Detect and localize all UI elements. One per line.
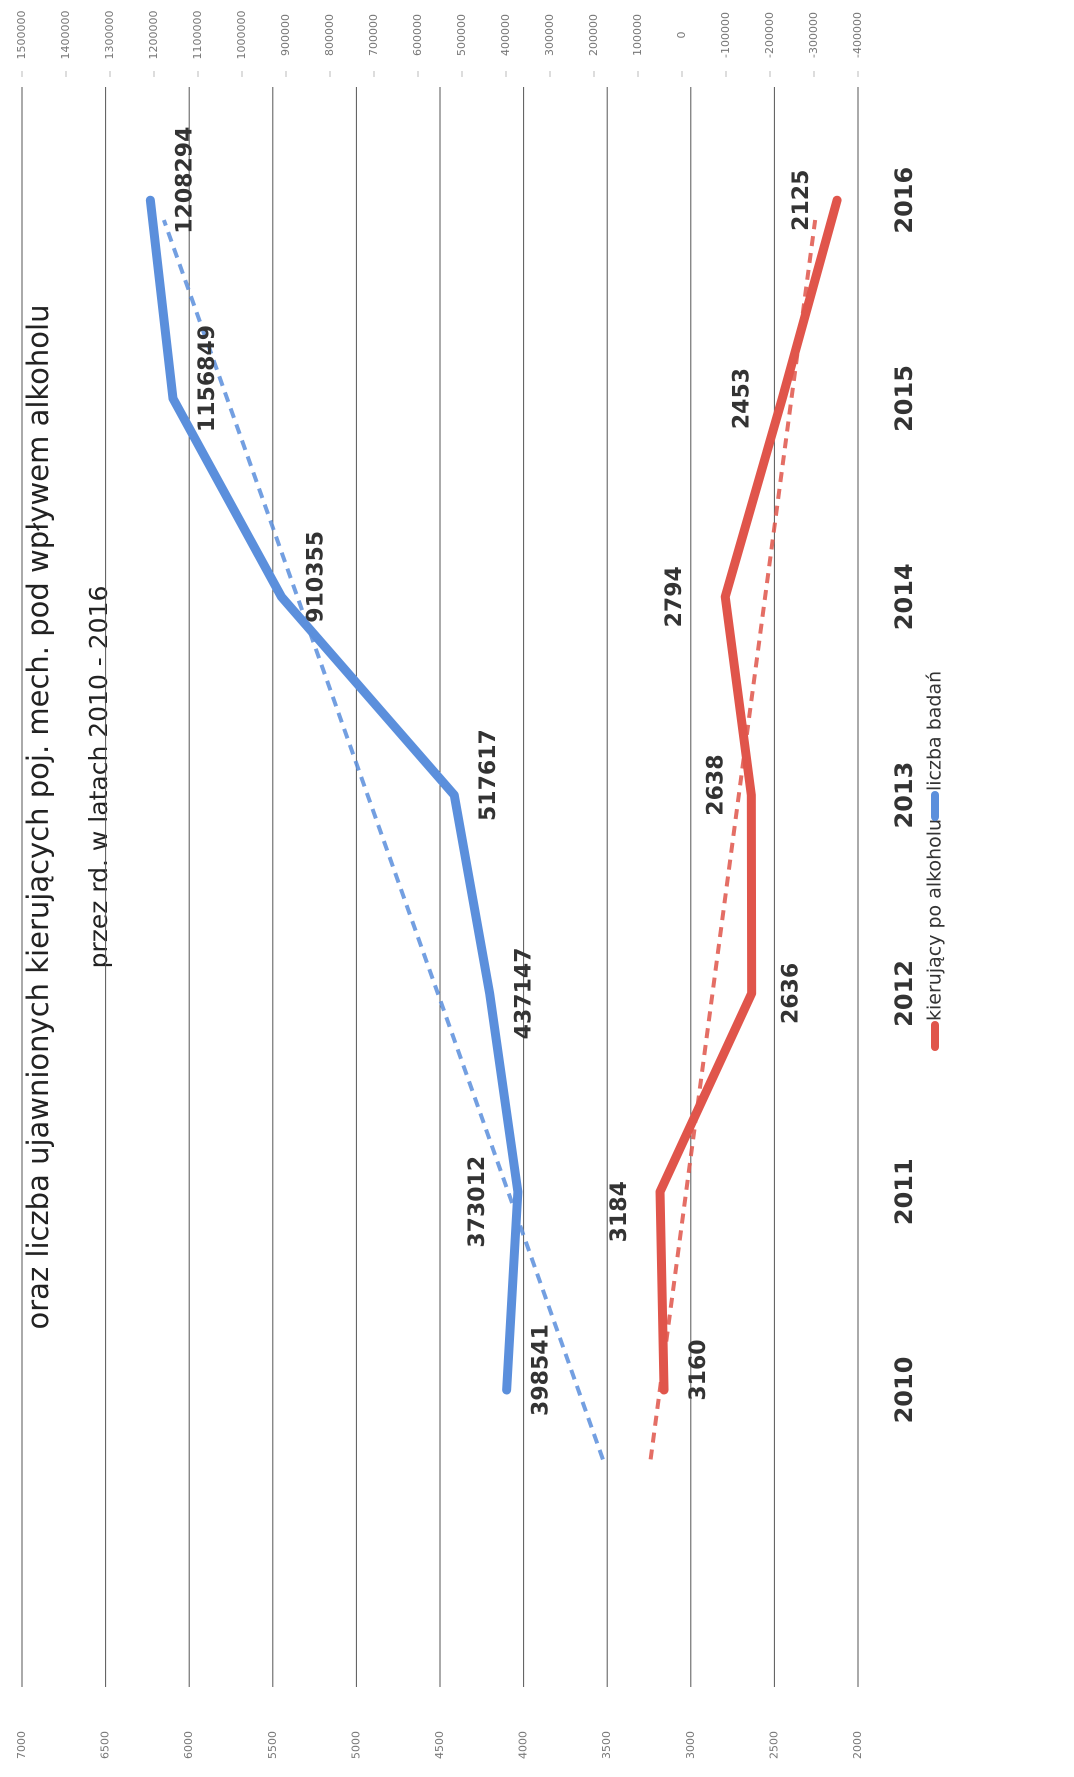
y2-tick-label: 900000: [279, 14, 292, 56]
y2-tick-label: 600000: [411, 14, 424, 56]
y2-tick-label: 1000000: [235, 11, 248, 60]
chart-subtitle: przez rd. w latach 2010 - 2016: [84, 586, 113, 969]
y2-tick-label: 1100000: [191, 11, 204, 60]
x-tick-label: 2010: [890, 1357, 918, 1424]
y2-tick-label: 700000: [367, 14, 380, 56]
y2-tick-label: 300000: [543, 14, 556, 56]
y2-tick-label: 0: [675, 32, 688, 39]
y2-tick-label: -300000: [807, 12, 820, 58]
y-tick-label: 2500: [767, 1731, 780, 1759]
x-tick-label: 2016: [890, 167, 918, 234]
y2-tick-label: 200000: [587, 14, 600, 56]
y2-tick-label: 1500000: [15, 11, 28, 60]
y2-tick-label: 1300000: [103, 11, 116, 60]
trend-line: [162, 219, 605, 1461]
y-tick-label: 6500: [99, 1731, 112, 1759]
data-label: 2794: [662, 566, 687, 627]
data-label: 2636: [779, 963, 804, 1024]
y-tick-label: 3500: [600, 1731, 613, 1759]
legend-label: kierujący po alkoholu: [924, 819, 946, 1021]
y2-tick-label: 400000: [499, 14, 512, 56]
y-tick-label: 5000: [349, 1731, 362, 1759]
data-label: 2125: [789, 170, 814, 231]
series-line: [145, 195, 523, 1395]
data-label: 373012: [465, 1156, 490, 1248]
data-label: 398541: [529, 1324, 554, 1416]
data-label: 3184: [607, 1181, 632, 1242]
y-tick-label: 4000: [517, 1731, 530, 1759]
trend-line: [648, 219, 818, 1460]
x-tick-label: 2015: [890, 365, 918, 432]
y2-tick-label: -100000: [719, 12, 732, 58]
x-tick-label: 2012: [890, 960, 918, 1027]
data-label: 1208294: [172, 127, 197, 234]
data-label: 2638: [703, 754, 728, 815]
y-tick-label: 7000: [15, 1731, 28, 1759]
data-label: 2453: [729, 368, 754, 429]
data-label: 910355: [303, 531, 328, 623]
y-tick-label: 2000: [851, 1731, 864, 1759]
y2-tick-label: 800000: [323, 14, 336, 56]
y-tick-label: 6000: [182, 1731, 195, 1759]
x-tick-label: 2011: [890, 1158, 918, 1225]
y-tick-label: 5500: [266, 1731, 279, 1759]
data-label: 437147: [512, 947, 537, 1039]
chart-title: oraz liczba ujawnionych kierujących poj.…: [21, 305, 55, 1330]
y2-tick-label: 500000: [455, 14, 468, 56]
y-tick-label: 3000: [684, 1731, 697, 1759]
legend-label: liczba badań: [924, 671, 946, 791]
y2-tick-label: -200000: [763, 12, 776, 58]
y2-tick-label: -400000: [851, 12, 864, 58]
x-tick-label: 2014: [890, 563, 918, 630]
y2-tick-label: 100000: [631, 14, 644, 56]
rotated-chart: oraz liczba ujawnionych kierujących poj.…: [15, 11, 946, 1760]
x-tick-label: 2013: [890, 762, 918, 829]
data-label: 1156849: [195, 325, 220, 432]
y2-tick-label: 1200000: [147, 11, 160, 60]
y2-tick-label: 1400000: [59, 11, 72, 60]
series-line: [655, 195, 842, 1395]
data-label: 3160: [686, 1339, 711, 1400]
data-label: 517617: [476, 729, 501, 821]
y-tick-label: 4500: [433, 1731, 446, 1759]
